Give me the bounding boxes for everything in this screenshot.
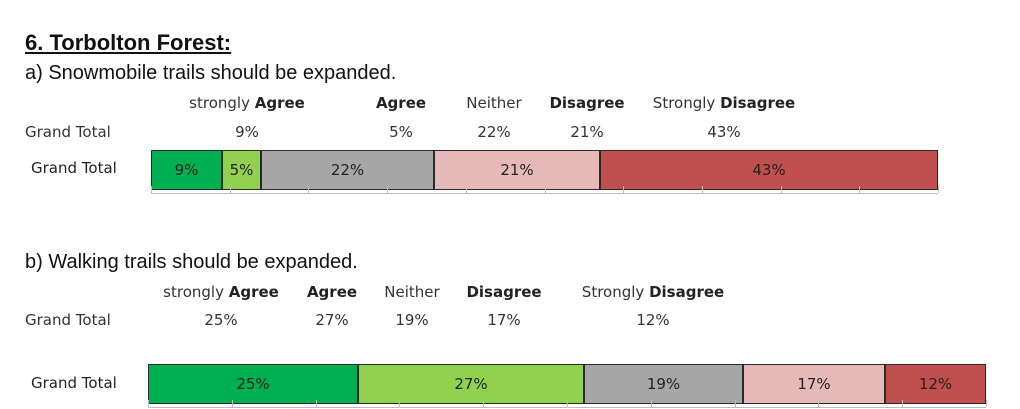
walking-bar-segment: 12% bbox=[885, 364, 986, 404]
snowmobile-bar-segment: 21% bbox=[434, 150, 600, 190]
bar-data-label: 17% bbox=[797, 375, 831, 393]
bar-data-label: 27% bbox=[454, 375, 488, 393]
walking-bar-segment: 19% bbox=[584, 364, 743, 404]
snowmobile-stacked-bar: 9% 5% 22% 21% 43% bbox=[151, 150, 938, 190]
snowmobile-category-header: Agree bbox=[376, 94, 426, 112]
axis-tick bbox=[567, 400, 568, 407]
category-keyword: Disagree bbox=[549, 94, 625, 112]
category-keyword: Disagree bbox=[466, 283, 542, 301]
walking-category-header: Strongly Disagree bbox=[582, 283, 724, 301]
axis-tick bbox=[938, 186, 939, 193]
bar-data-label: 5% bbox=[229, 161, 254, 179]
bar-data-label: 25% bbox=[236, 375, 270, 393]
axis-tick bbox=[545, 186, 546, 193]
snowmobile-category-header: strongly Agree bbox=[189, 94, 305, 112]
snowmobile-table-value: 9% bbox=[235, 123, 259, 141]
category-keyword: Agree bbox=[375, 94, 427, 112]
walking-table-value: 27% bbox=[315, 311, 349, 329]
walking-stacked-bar: 25% 27% 19% 17% 12% bbox=[148, 364, 986, 404]
axis-tick bbox=[623, 186, 624, 193]
snowmobile-table-value: 5% bbox=[389, 123, 413, 141]
walking-category-header: Agree bbox=[307, 283, 357, 301]
snowmobile-category-header: Disagree bbox=[549, 94, 624, 112]
snowmobile-bar-row-label: Grand Total bbox=[31, 159, 117, 177]
axis-tick bbox=[466, 186, 467, 193]
walking-table-value: 12% bbox=[636, 311, 670, 329]
bar-data-label: 19% bbox=[646, 375, 681, 393]
walking-table-value: 25% bbox=[204, 311, 238, 329]
page-heading: 6. Torbolton Forest: bbox=[25, 30, 232, 55]
axis-tick bbox=[781, 186, 782, 193]
axis-tick bbox=[148, 400, 149, 407]
axis-tick bbox=[151, 186, 152, 193]
category-prefix: strongly bbox=[189, 94, 250, 112]
snowmobile-bar-segment: 9% bbox=[151, 150, 222, 190]
bar-data-label: 21% bbox=[500, 161, 534, 179]
category-prefix: strongly bbox=[163, 283, 224, 301]
category-prefix: Neither bbox=[384, 283, 440, 301]
walking-table-row-label: Grand Total bbox=[25, 311, 111, 329]
snowmobile-category-header: Neither bbox=[466, 94, 521, 112]
snowmobile-bar-segment: 43% bbox=[600, 150, 938, 190]
axis-tick bbox=[399, 400, 400, 407]
axis-tick bbox=[818, 400, 819, 407]
axis-tick bbox=[483, 400, 484, 407]
walking-category-header: Neither bbox=[384, 283, 439, 301]
walking-bar-segment: 17% bbox=[743, 364, 885, 404]
walking-bar-segment: 25% bbox=[148, 364, 358, 404]
axis-tick bbox=[735, 400, 736, 407]
axis-tick bbox=[232, 400, 233, 407]
snowmobile-table-value: 43% bbox=[707, 123, 741, 141]
category-keyword: Disagree bbox=[649, 283, 725, 301]
category-prefix: Strongly bbox=[581, 283, 645, 301]
axis-tick bbox=[230, 186, 231, 193]
walking-chart-title: b) Walking trails should be expanded. bbox=[25, 251, 358, 273]
snowmobile-table-value: 22% bbox=[477, 123, 511, 141]
axis-tick bbox=[986, 400, 987, 407]
walking-table-value: 19% bbox=[395, 311, 429, 329]
walking-category-header: Disagree bbox=[466, 283, 541, 301]
category-keyword: Disagree bbox=[720, 94, 796, 112]
snowmobile-table-row-label: Grand Total bbox=[25, 123, 111, 141]
bar-data-label: 9% bbox=[174, 161, 199, 179]
walking-bar-row-label: Grand Total bbox=[31, 374, 117, 392]
axis-tick bbox=[859, 186, 860, 193]
axis-tick bbox=[316, 400, 317, 407]
snowmobile-category-header: Strongly Disagree bbox=[653, 94, 795, 112]
snowmobile-bar-segment: 22% bbox=[261, 150, 434, 190]
walking-x-axis bbox=[148, 407, 986, 408]
snowmobile-table-value: 21% bbox=[570, 123, 604, 141]
axis-tick bbox=[308, 186, 309, 193]
snowmobile-x-axis bbox=[151, 193, 938, 194]
category-keyword: Agree bbox=[228, 283, 279, 301]
category-keyword: Agree bbox=[306, 283, 358, 301]
category-prefix: Strongly bbox=[652, 94, 716, 112]
axis-tick bbox=[702, 186, 703, 193]
walking-table-value: 17% bbox=[487, 311, 521, 329]
snowmobile-chart-title: a) Snowmobile trails should be expanded. bbox=[25, 62, 397, 84]
walking-bar-segment: 27% bbox=[358, 364, 584, 404]
category-keyword: Agree bbox=[254, 94, 305, 112]
snowmobile-bar-segment: 5% bbox=[222, 150, 261, 190]
axis-tick bbox=[651, 400, 652, 407]
axis-tick bbox=[902, 400, 903, 407]
walking-category-header: strongly Agree bbox=[163, 283, 279, 301]
bar-data-label: 22% bbox=[330, 161, 365, 179]
axis-tick bbox=[387, 186, 388, 193]
bar-data-label: 43% bbox=[752, 161, 786, 179]
category-prefix: Neither bbox=[466, 94, 522, 112]
bar-data-label: 12% bbox=[918, 375, 953, 393]
